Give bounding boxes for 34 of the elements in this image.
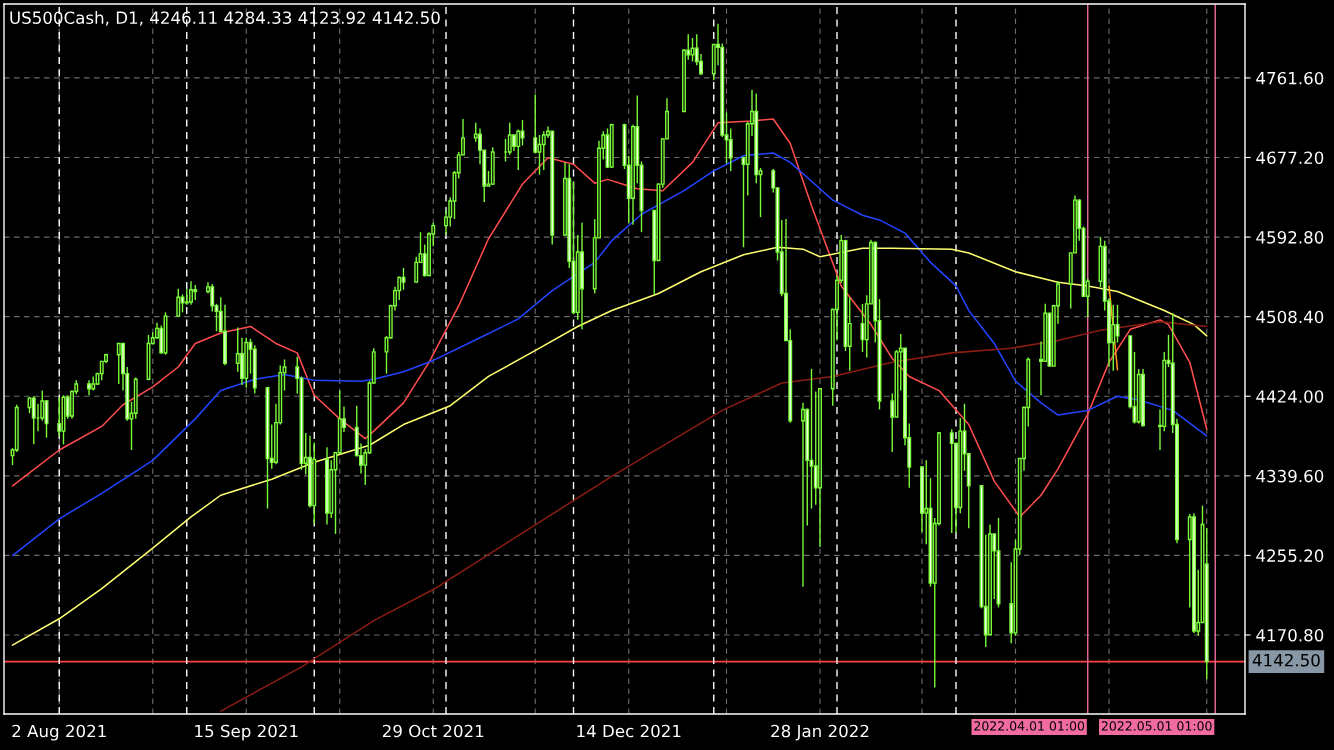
- candlestick: [507, 122, 512, 156]
- candlestick: [813, 390, 818, 506]
- x-tick-label: 28 Jan 2022: [771, 724, 869, 741]
- candlestick: [516, 128, 521, 171]
- y-tick-label: 4424.00: [1256, 390, 1324, 403]
- candlestick: [210, 283, 215, 313]
- line-series: [219, 320, 1208, 712]
- ref-line-label: 2022.04.01 01:00: [974, 721, 1085, 731]
- y-tick-label: 4592.80: [1256, 231, 1324, 244]
- candlestick: [1111, 304, 1116, 372]
- candlestick: [116, 342, 121, 385]
- candlestick: [31, 395, 36, 446]
- y-tick-label: 4170.80: [1256, 628, 1324, 642]
- line-series: [11, 246, 1208, 646]
- candlestick: [189, 280, 193, 306]
- y-tick-label: 4677.20: [1256, 151, 1324, 165]
- y-tick-label: 4255.20: [1256, 549, 1324, 562]
- x-tick-label: 2 Aug 2021: [12, 724, 106, 741]
- candlestick: [541, 130, 546, 171]
- candlestick: [414, 256, 419, 284]
- y-tick-label: 4339.60: [1256, 469, 1324, 483]
- ref-line-label: 2022.05.01 01:00: [1101, 721, 1212, 731]
- ref-line-label: 4142.50: [1252, 653, 1320, 667]
- candlestick: [176, 288, 181, 318]
- candlestick: [533, 93, 538, 154]
- x-tick-label: 15 Sep 2021: [195, 724, 298, 741]
- x-tick-label: 14 Dec 2021: [577, 724, 681, 738]
- candlestick: [728, 127, 733, 172]
- x-tick-label: 29 Oct 2021: [382, 724, 484, 738]
- candlestick: [801, 402, 805, 588]
- y-tick-label: 4761.60: [1256, 71, 1324, 85]
- y-tick-label: 4508.40: [1256, 310, 1324, 324]
- line-series: [11, 152, 1208, 557]
- chart-title: US500Cash, D1, 4246.11 4284.33 4123.92 4142.50: [10, 11, 440, 26]
